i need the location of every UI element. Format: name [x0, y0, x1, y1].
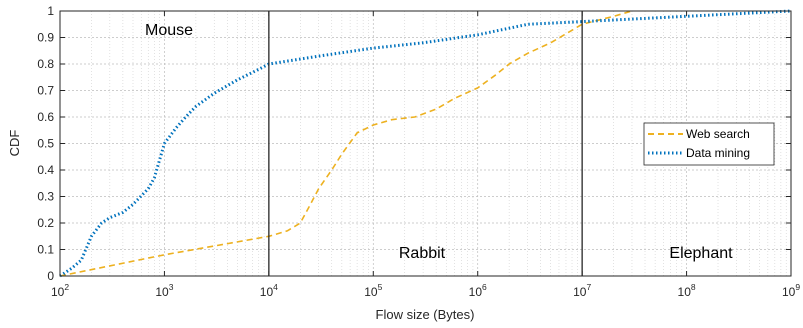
x-tick-label: 103: [155, 282, 173, 299]
threshold-lines: [268, 11, 583, 276]
x-tick-label-exponent: 2: [64, 282, 69, 292]
x-tick-label: 109: [782, 282, 800, 299]
y-tick-label: 0.4: [37, 163, 54, 177]
x-tick-label-exponent: 5: [378, 282, 383, 292]
y-tick-label: 0.7: [37, 84, 54, 98]
y-tick-label: 0.5: [37, 137, 54, 151]
x-tick-label: 106: [469, 282, 487, 299]
x-tick-label-exponent: 6: [482, 282, 487, 292]
legend-label-web-search: Web search: [686, 127, 750, 141]
region-label-mouse: Mouse: [145, 22, 193, 39]
tick-labels: 102 103 104 105 106 107 108 10900.10.20.30.40.5…: [37, 4, 800, 299]
x-tick-label-base: 10: [260, 285, 274, 299]
x-tick-label-base: 10: [364, 285, 378, 299]
x-tick-label-base: 10: [678, 285, 692, 299]
y-tick-label: 0: [47, 269, 54, 283]
y-tick-label: 0.9: [37, 31, 54, 45]
x-tick-label-exponent: 7: [586, 282, 591, 292]
x-tick-label: 105: [364, 282, 382, 299]
x-tick-label: 108: [678, 282, 696, 299]
y-axis-label: CDF: [7, 130, 22, 157]
y-tick-label: 0.1: [37, 243, 54, 257]
y-tick-label: 0.2: [37, 216, 54, 230]
x-tick-label-exponent: 8: [691, 282, 696, 292]
x-tick-label-exponent: 3: [169, 282, 174, 292]
legend: Web search Data mining: [643, 122, 775, 166]
x-axis-label: Flow size (Bytes): [376, 307, 475, 322]
series-line-web-search: [59, 10, 633, 277]
x-tick-label-base: 10: [51, 285, 65, 299]
legend-box: [643, 122, 775, 166]
axis-ticks: [59, 10, 792, 277]
x-tick-label-base: 10: [782, 285, 796, 299]
y-tick-label: 0.3: [37, 190, 54, 204]
y-tick-label: 0.8: [37, 57, 54, 71]
legend-label-data-mining: Data mining: [686, 146, 750, 160]
x-tick-label: 107: [573, 282, 591, 299]
y-tick-label: 0.6: [37, 110, 54, 124]
region-label-rabbit: Rabbit: [399, 245, 446, 262]
y-tick-label: 1: [47, 4, 54, 18]
region-label-elephant: Elephant: [669, 245, 733, 262]
x-tick-label: 104: [260, 282, 278, 299]
series-line-data-mining: [59, 9, 792, 278]
x-tick-label-exponent: 9: [795, 282, 800, 292]
series-lines: [59, 9, 792, 278]
x-tick-label-exponent: 4: [273, 282, 278, 292]
x-tick-label: 102: [51, 282, 69, 299]
x-tick-label-base: 10: [469, 285, 483, 299]
x-tick-label-base: 10: [155, 285, 169, 299]
x-tick-label-base: 10: [573, 285, 587, 299]
